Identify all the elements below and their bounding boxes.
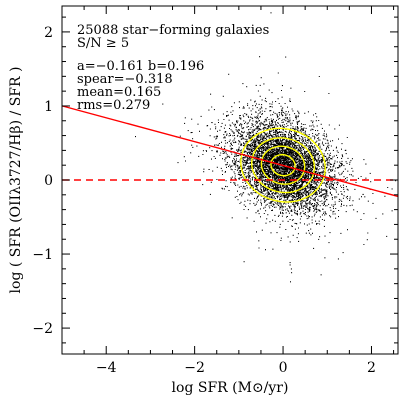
annotation-mean: mean=0.165 [77, 85, 161, 100]
y-tick-label: 1 [44, 99, 53, 115]
scatter-points [135, 12, 397, 283]
x-axis-label: log SFR (M⊙/yr) [172, 380, 289, 396]
annotation-spearman: spear=−0.318 [77, 72, 173, 87]
y-tick-label: 2 [44, 25, 53, 41]
annotation-fit-params: a=−0.161 b=0.196 [77, 59, 204, 74]
annotation-snr: S/N ≥ 5 [77, 36, 129, 51]
y-axis-label: log ( SFR (OIIλ3727/Hβ) / SFR ) [8, 67, 24, 294]
x-tick-label: −4 [96, 360, 117, 376]
y-tick-label: −2 [32, 321, 53, 337]
x-tick-label: 0 [279, 360, 288, 376]
y-tick-label: −1 [32, 247, 53, 263]
scatter-point-cloud [135, 12, 397, 283]
x-tick-label: −2 [184, 360, 205, 376]
y-tick-label: 0 [44, 173, 53, 189]
annotation-rms: rms=0.279 [77, 98, 150, 113]
fit-line [61, 105, 399, 198]
annotation-sample: 25088 star−forming galaxies [77, 23, 269, 38]
x-tick-label: 2 [367, 360, 376, 376]
axis-ticks: −4 −2 0 2 −2 −1 0 1 2 [32, 6, 398, 376]
